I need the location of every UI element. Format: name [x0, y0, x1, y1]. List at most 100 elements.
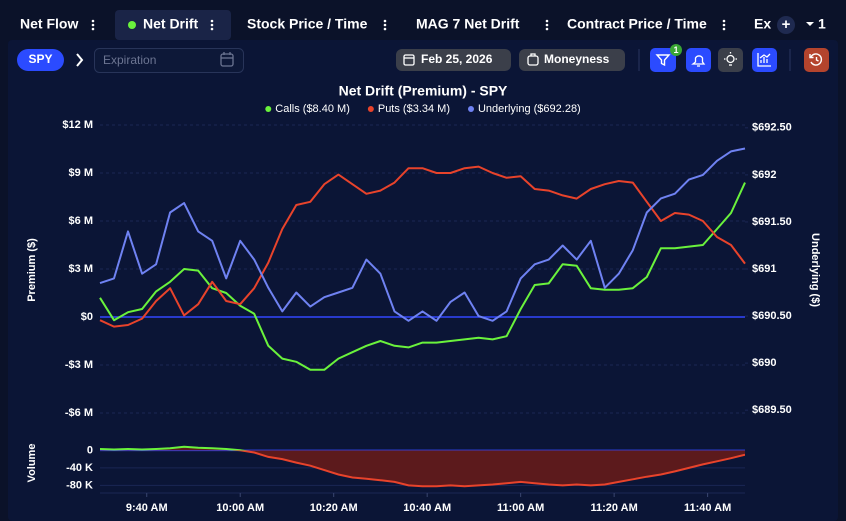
menu-dot [91, 27, 95, 31]
y-axis-label: Premium ($) [26, 238, 38, 302]
panel [8, 40, 838, 521]
legend-marker [367, 106, 374, 112]
theme-button[interactable] [718, 48, 743, 72]
tab-label[interactable]: Net Flow [20, 16, 78, 32]
alert-button[interactable] [686, 48, 711, 72]
y2-tick-label: $689.50 [752, 404, 792, 416]
chart-icon [757, 53, 771, 67]
active-tab-bg [115, 10, 231, 40]
volume-tick-label: -40 K [66, 462, 93, 474]
x-tick-label: 11:00 AM [497, 502, 544, 514]
expiration-input[interactable] [94, 48, 244, 73]
expiration-placeholder: Expiration [103, 53, 156, 67]
series-line [99, 147, 746, 322]
menu-dot [210, 27, 214, 31]
tab-label[interactable]: Stock Price / Time [247, 16, 368, 32]
menu-dot [722, 19, 726, 23]
legend: Calls ($8.40 M) Puts ($3.34 M) Underlying … [265, 103, 581, 115]
volume-line [100, 445, 247, 451]
tab-menu [722, 19, 726, 31]
bulb-icon [724, 52, 737, 66]
menu-dot [545, 19, 549, 23]
menu-dot [722, 23, 726, 27]
menu-dot [210, 19, 214, 23]
volume-tick-label: 0 [87, 444, 93, 456]
add-tab[interactable] [777, 16, 795, 34]
tab-label[interactable]: Net Drift [143, 16, 199, 32]
tab-label[interactable]: MAG 7 Net Drift [416, 16, 520, 32]
legend-label: Puts ($3.34 M) [378, 103, 450, 115]
chevron[interactable] [76, 53, 84, 67]
moneyness: Moneyness [544, 52, 610, 66]
add-icon: + [782, 16, 791, 33]
y2-tick-label: $692.50 [752, 122, 792, 134]
x-tick-label: 10:40 AM [403, 502, 451, 514]
y2-axis-label: Underlying ($) [809, 233, 821, 307]
active-dot [128, 21, 136, 29]
menu-dot [210, 23, 214, 27]
y2-tick-label: $691.50 [752, 216, 792, 228]
filter-badge: 1 [673, 45, 678, 55]
x-tick-label: 9:40 AM [126, 502, 168, 514]
y2-tick-label: $690 [752, 357, 776, 369]
volume-axis-label: Volume [26, 444, 38, 483]
legend-label: Underlying ($692.28) [478, 103, 581, 115]
series-line [99, 182, 746, 371]
y-tick-label: $9 M [69, 167, 93, 179]
menu-dot [545, 27, 549, 31]
tab-label[interactable]: Ex [754, 16, 771, 32]
menu-dot [383, 19, 387, 23]
moneyness-icon [527, 53, 539, 66]
legend-marker [467, 106, 474, 112]
y-tick-label: $12 M [62, 119, 93, 131]
y2-tick-label: $692 [752, 169, 776, 181]
x-tick-label: 10:00 AM [216, 502, 264, 514]
date: Feb 25, 2026 [421, 52, 493, 66]
menu-dot [722, 27, 726, 31]
tab-bar: Net Flow Net Drift Stock Price / Time MAG 7… [20, 16, 771, 32]
date-button[interactable] [396, 49, 511, 71]
caret[interactable] [806, 22, 814, 26]
legend-marker [265, 106, 272, 112]
tab-menu [210, 19, 214, 31]
bell-icon [691, 55, 706, 67]
y2-tick-label: $690.50 [752, 310, 792, 322]
filter-icon [655, 54, 671, 67]
y-tick-label: $0 [81, 311, 93, 323]
y-tick-label: -$3 M [65, 359, 93, 371]
y-tick-label: $3 M [69, 263, 93, 275]
x-tick-label: 11:20 AM [590, 502, 637, 514]
menu-dot [545, 23, 549, 27]
filter-button[interactable] [650, 48, 676, 72]
moneyness-button[interactable] [519, 49, 625, 71]
filter-badge-bg [670, 44, 682, 56]
calendar-icon [220, 52, 234, 67]
menu-dot [91, 19, 95, 23]
volume-line [109, 450, 745, 488]
date-icon [403, 54, 415, 66]
tab-label[interactable]: Contract Price / Time [567, 16, 707, 32]
menu-dot [383, 27, 387, 31]
y-tick-label: $6 M [69, 215, 93, 227]
menu-dot [91, 23, 95, 27]
tab-count: 1 [818, 16, 826, 32]
y2-tick-label: $691 [752, 263, 776, 275]
menu-dot [383, 23, 387, 27]
x-tick-label: 11:40 AM [684, 502, 731, 514]
tab-menu [545, 19, 549, 31]
y-tick-label: -$6 M [65, 407, 93, 419]
volume-tick-label: -80 K [66, 479, 93, 491]
plot: $12 M $9 M $6 M $3 M $0 -$3 M -$6 M $692.50 $692… [62, 103, 791, 514]
tab-menu [91, 19, 95, 31]
tab-menu [383, 19, 387, 31]
symbol-pill[interactable] [17, 49, 64, 71]
chart-title: Net Drift (Premium) - SPY [339, 83, 508, 99]
reset-icon [809, 53, 823, 66]
series-line [99, 165, 746, 328]
symbol: SPY [28, 52, 52, 66]
legend-label: Calls ($8.40 M) [275, 103, 350, 115]
x-tick-label: 10:20 AM [310, 502, 358, 514]
volume-area [100, 446, 745, 487]
